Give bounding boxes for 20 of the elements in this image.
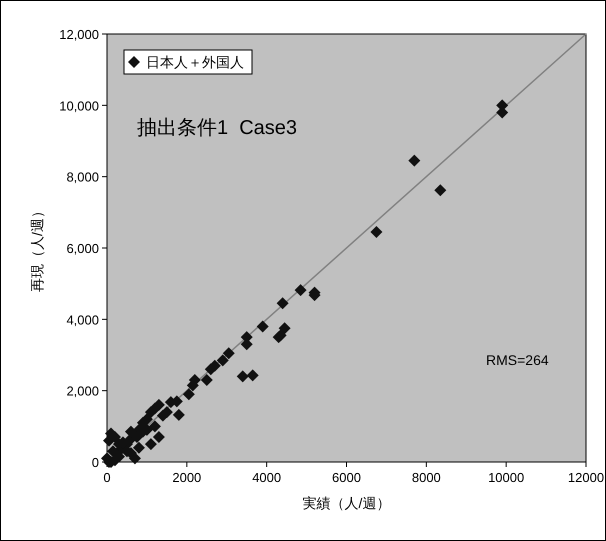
annotation: 抽出条件1 Case3 bbox=[137, 117, 298, 139]
x-tick-label: 8000 bbox=[412, 470, 441, 485]
x-tick-label: 12000 bbox=[568, 470, 604, 485]
y-tick-label: 12,000 bbox=[59, 27, 99, 42]
x-axis-title: 実績（人/週） bbox=[302, 495, 390, 511]
x-tick-label: 6000 bbox=[332, 470, 361, 485]
legend-label: 日本人＋外国人 bbox=[146, 54, 244, 70]
annotation: RMS=264 bbox=[486, 352, 549, 368]
x-tick-label: 0 bbox=[103, 470, 111, 485]
y-tick-label: 8,000 bbox=[66, 170, 99, 185]
y-tick-label: 4,000 bbox=[66, 312, 99, 328]
y-tick-label: 6,000 bbox=[66, 241, 99, 256]
x-tick-label: 4000 bbox=[252, 470, 282, 485]
x-tick-label: 2000 bbox=[172, 470, 202, 485]
legend: 日本人＋外国人 bbox=[124, 50, 252, 74]
y-tick-label: 0 bbox=[92, 455, 99, 470]
y-axis-title: 再現（人/週） bbox=[29, 204, 45, 292]
x-tick-label: 10000 bbox=[488, 470, 524, 485]
y-tick-label: 2,000 bbox=[66, 384, 99, 399]
y-tick-label: 10,000 bbox=[59, 98, 99, 114]
